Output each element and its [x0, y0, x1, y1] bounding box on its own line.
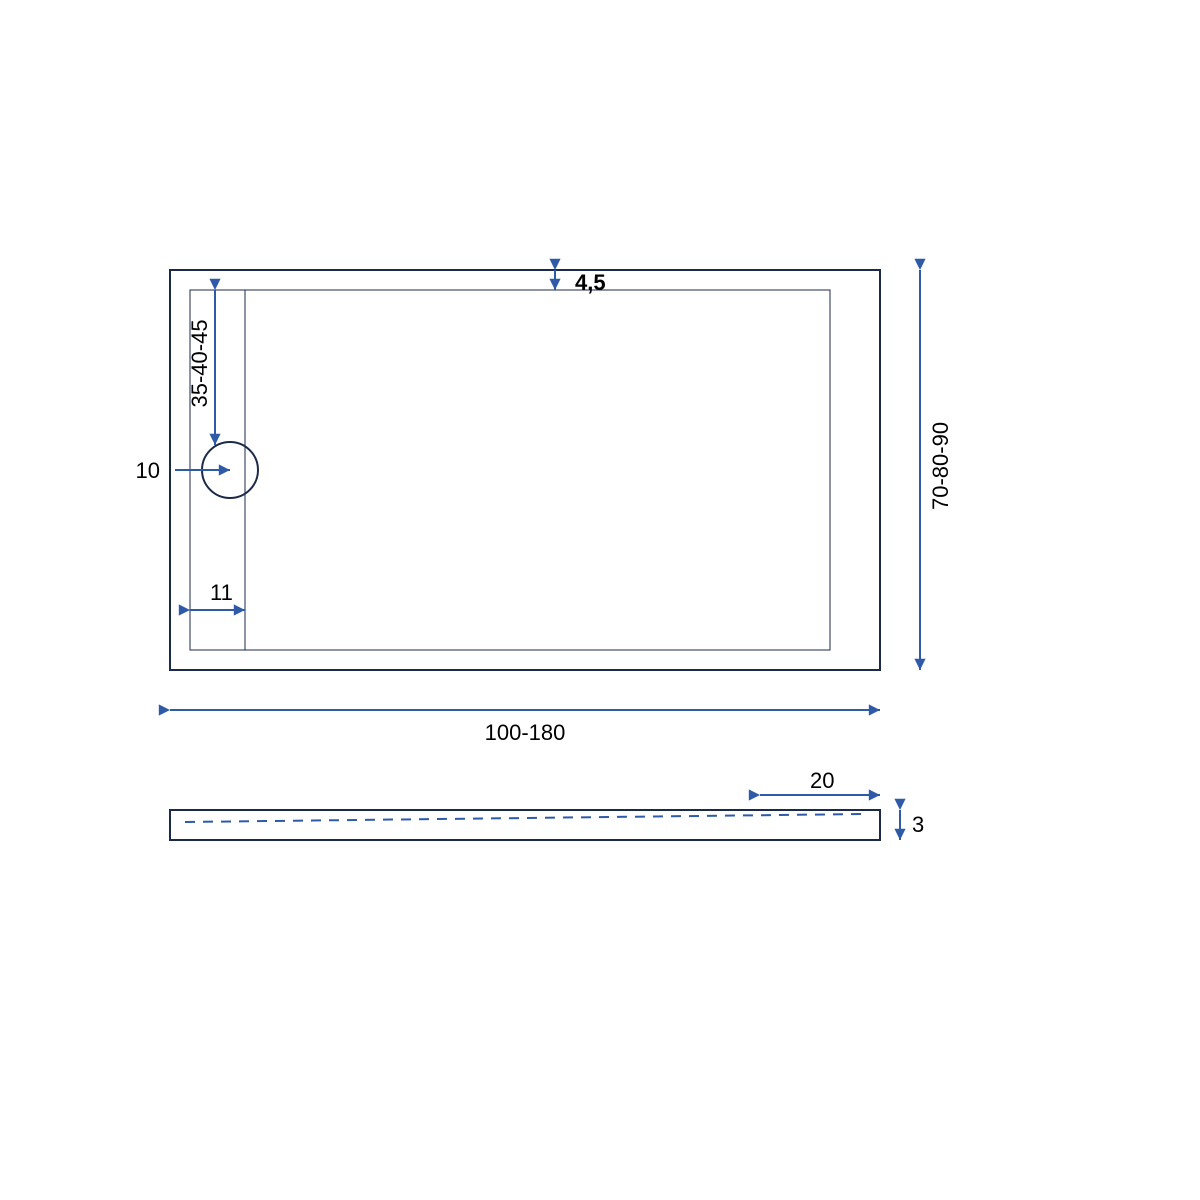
- label-top-gap: 4,5: [575, 270, 606, 295]
- label-side-len: 20: [810, 768, 834, 793]
- label-side-thick: 3: [912, 812, 924, 837]
- side-view-outer: [170, 810, 880, 840]
- label-width: 100-180: [485, 720, 566, 745]
- side-view-slope: [185, 814, 865, 822]
- label-height: 70-80-90: [928, 422, 953, 510]
- top-view-inner: [190, 290, 830, 650]
- technical-drawing: 4,5 35-40-45 10 11 100-180 70-80-90 20 3: [0, 0, 1200, 1200]
- label-drain-offset: 11: [210, 580, 233, 605]
- label-drain-dia: 10: [136, 458, 160, 483]
- top-view-outer: [170, 270, 880, 670]
- label-drain-depth: 35-40-45: [187, 319, 212, 407]
